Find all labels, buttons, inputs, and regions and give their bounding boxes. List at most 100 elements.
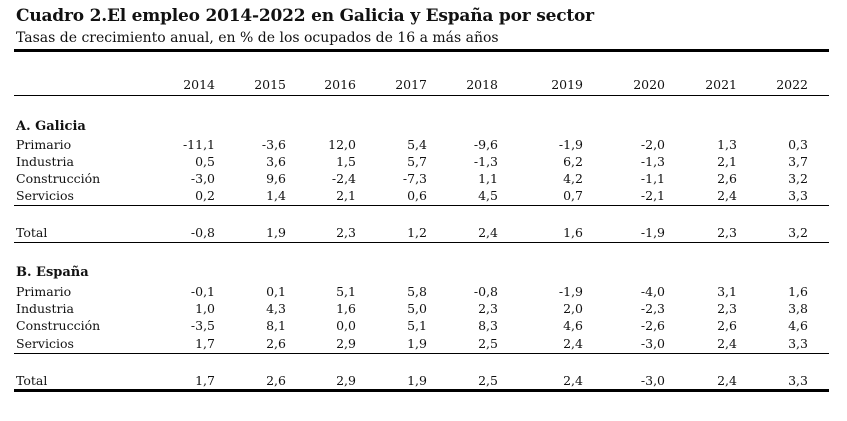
table-cell: -3,0 [190,171,215,186]
row-label: Servicios [16,188,74,203]
table-row: Construcción -3,0 9,6 -2,4 -7,3 1,1 4,2 -1,1 2,6… [0,171,847,189]
table-cell: 2,1 [336,188,356,203]
table-cell: 2,9 [336,373,356,388]
total-row: Total -0,8 1,9 2,3 1,2 2,4 1,6 -1,9 2,3 3,2 [0,225,847,243]
table-cell: 2,3 [717,301,737,316]
table-cell: 3,3 [788,188,808,203]
table-cell: 2,4 [717,373,737,388]
table-cell: 3,2 [788,225,808,240]
table-cell: -0,8 [190,225,215,240]
table-cell: -1,9 [558,137,583,152]
table-cell: 0,6 [407,188,427,203]
table-cell: 12,0 [328,137,356,152]
year-header: 2022 [776,77,808,92]
table-cell: -2,6 [640,318,665,333]
row-label: Servicios [16,336,74,351]
table-subtitle: Tasas de crecimiento anual, en % de los … [16,30,499,46]
table-cell: 2,4 [563,373,583,388]
year-header: 2018 [466,77,498,92]
table-cell: 2,6 [717,318,737,333]
table-cell: 0,1 [266,284,286,299]
table-cell: 0,5 [195,154,215,169]
table-cell: 2,3 [717,225,737,240]
header-rule [14,95,829,96]
table-cell: 3,2 [788,171,808,186]
table-cell: 3,3 [788,336,808,351]
table-cell: 1,9 [266,225,286,240]
year-header: 2016 [324,77,356,92]
table-cell: 8,3 [478,318,498,333]
table-cell: 3,7 [788,154,808,169]
year-header: 2021 [705,77,737,92]
table-cell: -3,0 [640,336,665,351]
table-cell: 2,9 [336,336,356,351]
table-cell: -7,3 [402,171,427,186]
table-cell: 5,4 [407,137,427,152]
table-cell: 3,6 [266,154,286,169]
table-cell: 0,7 [563,188,583,203]
table-cell: 2,0 [563,301,583,316]
table-cell: 0,2 [195,188,215,203]
table-cell: 2,6 [717,171,737,186]
galicia-section-rule [14,242,829,243]
table-cell: 1,0 [195,301,215,316]
table-cell: 1,9 [407,373,427,388]
table-cell: -4,0 [640,284,665,299]
table-row: Industria 0,5 3,6 1,5 5,7 -1,3 6,2 -1,3 2,1 3,7 [0,154,847,172]
table-cell: 3,1 [717,284,737,299]
table-cell: 4,6 [563,318,583,333]
table-cell: -2,0 [640,137,665,152]
table-cell: 1,7 [195,336,215,351]
table-row: Servicios 0,2 1,4 2,1 0,6 4,5 0,7 -2,1 2,4 3,3 [0,188,847,206]
table-cell: -1,9 [640,225,665,240]
table-cell: -2,4 [331,171,356,186]
table-cell: -3,0 [640,373,665,388]
table-cell: 5,1 [336,284,356,299]
row-label: Primario [16,284,72,299]
table-cell: 1,3 [717,137,737,152]
table-cell: 8,1 [266,318,286,333]
row-label: Industria [16,154,74,169]
table-cell: -9,6 [473,137,498,152]
total-row: Total 1,7 2,6 2,9 1,9 2,5 2,4 -3,0 2,4 3,3 [0,373,847,391]
table-cell: 1,4 [266,188,286,203]
table-cell: 1,9 [407,336,427,351]
table-cell: -0,1 [190,284,215,299]
row-label: Construcción [16,171,101,186]
table-cell: 2,4 [717,336,737,351]
year-header-row: 2014 2015 2016 2017 2018 2019 2020 2021 … [0,77,847,95]
table-cell: -2,1 [640,188,665,203]
year-header: 2020 [633,77,665,92]
table-row: Construcción -3,5 8,1 0,0 5,1 8,3 4,6 -2,6 2,6 4,… [0,318,847,336]
table-cell: 2,6 [266,373,286,388]
table-cell: -1,3 [640,154,665,169]
table-cell: 4,5 [478,188,498,203]
table-cell: 0,0 [336,318,356,333]
table-row: Primario -0,1 0,1 5,1 5,8 -0,8 -1,9 -4,0 3,1 1,6 [0,284,847,302]
table-cell: 2,5 [478,336,498,351]
top-rule [14,49,829,52]
table-cell: 5,0 [407,301,427,316]
table-cell: -1,3 [473,154,498,169]
table-cell: 4,3 [266,301,286,316]
section-heading-espana: B. España [16,265,89,280]
table-cell: 2,5 [478,373,498,388]
table-row: Primario -11,1 -3,6 12,0 5,4 -9,6 -1,9 -2,0 1,3 0… [0,137,847,155]
table-cell: 4,6 [788,318,808,333]
row-label: Construcción [16,318,101,333]
row-label: Industria [16,301,74,316]
year-header: 2017 [395,77,427,92]
table-cell: 5,1 [407,318,427,333]
table-cell: 0,3 [788,137,808,152]
row-label: Primario [16,137,72,152]
table-cell: 2,3 [336,225,356,240]
table-cell: 1,6 [336,301,356,316]
year-header: 2015 [254,77,286,92]
year-header: 2019 [551,77,583,92]
espana-subtotal-rule [14,353,829,354]
table-cell: 3,3 [788,373,808,388]
table-cell: 1,7 [195,373,215,388]
table-cell: -3,5 [190,318,215,333]
table-cell: 6,2 [563,154,583,169]
table-cell: 3,8 [788,301,808,316]
